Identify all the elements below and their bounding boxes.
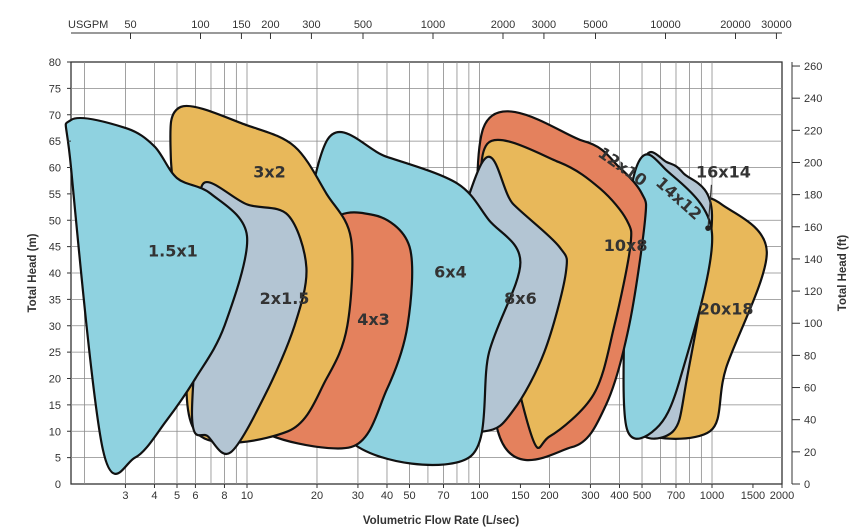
x-tick-label: 1500 [741,490,765,502]
x-tick-label: 3 [122,490,128,502]
y-tick-label: 60 [49,163,61,175]
x-tick-label: 70 [437,490,449,502]
y-tick-label: 15 [49,400,61,412]
curve-label: 2x1.5 [260,289,310,308]
y-right-tick-label: 200 [804,157,822,169]
x-axis-title: Volumetric Flow Rate (L/sec) [363,515,520,527]
x-tick-label: 100 [470,490,488,502]
x-tick-label: 700 [667,490,685,502]
y-tick-label: 10 [49,426,61,438]
x-tick-label: 400 [610,490,628,502]
top-tick-label: 3000 [532,19,556,31]
top-tick-label: 500 [354,19,372,31]
x-tick-label: 30 [352,490,364,502]
x-tick-label: 40 [381,490,393,502]
x-tick-label: 200 [540,490,558,502]
top-tick-label: 300 [302,19,320,31]
top-tick-label: 5000 [583,19,607,31]
y-right-tick-label: 240 [804,93,822,105]
y-tick-label: 55 [49,189,61,201]
x-tick-label: 300 [581,490,599,502]
top-tick-label: 200 [261,19,279,31]
x-tick-label: 10 [241,490,253,502]
top-tick-label: 10000 [650,19,681,31]
y-right-tick-label: 160 [804,222,822,234]
leader-dot [705,225,711,231]
x-tick-label: 8 [221,490,227,502]
envelope-1.5x1 [64,116,249,475]
y-tick-label: 45 [49,242,61,254]
curve-label: 3x2 [253,162,286,181]
y-tick-label: 80 [49,57,61,69]
top-tick-label: 20000 [720,19,751,31]
y-right-tick-label: 60 [804,383,816,395]
x-tick-label: 4 [151,490,157,502]
x-tick-label: 50 [403,490,415,502]
y-right-tick-label: 180 [804,190,822,202]
x-tick-label: 2000 [770,490,794,502]
y-tick-label: 50 [49,215,61,227]
y-tick-label: 35 [49,294,61,306]
y-right-tick-label: 260 [804,61,822,73]
y-right-tick-label: 80 [804,350,816,362]
y-right-tick-label: 20 [804,447,816,459]
curve-label: 20x18 [699,299,754,318]
curve-label: 1.5x1 [148,241,198,260]
x-tick-label: 5 [174,490,180,502]
curve-label: 10x8 [604,236,648,255]
top-tick-label: 100 [191,19,209,31]
curve-label: 6x4 [434,263,467,282]
top-tick-label: 2000 [491,19,515,31]
y-right-tick-label: 120 [804,286,822,298]
y-axis-title-right: Total Head (ft) [837,235,849,312]
leader-line [707,184,713,229]
x-tick-label: 6 [192,490,198,502]
pump-envelopes [64,104,768,475]
top-tick-label: 150 [232,19,250,31]
y-tick-label: 0 [55,479,61,491]
top-tick-label: 1000 [421,19,445,31]
y-tick-label: 75 [49,83,61,95]
x-tick-label: 500 [633,490,651,502]
x-tick-label: 20 [311,490,323,502]
curve-label: 16x14 [696,162,751,181]
axes: 3 4 5 6 8 10 20 30 40 50 70 100 150 200 300 400 500 700 10… [49,19,823,502]
x-tick-label: 1000 [700,490,724,502]
y-tick-label: 40 [49,268,61,280]
top-axis-unit-label: USGPM [68,19,108,31]
x-tick-label: 150 [511,490,529,502]
top-tick-label: 30000 [761,19,792,31]
top-tick-label: 50 [124,19,136,31]
y-right-tick-label: 0 [804,479,810,491]
y-axis-title-left: Total Head (m) [27,233,39,312]
y-right-tick-label: 140 [804,254,822,266]
y-tick-label: 25 [49,347,61,359]
y-right-tick-label: 40 [804,415,816,427]
y-right-tick-label: 220 [804,125,822,137]
y-tick-label: 30 [49,321,61,333]
y-tick-label: 70 [49,110,61,122]
curve-label: 4x3 [357,310,390,329]
y-right-tick-label: 100 [804,318,822,330]
y-tick-label: 5 [55,453,61,465]
curve-label: 8x6 [504,289,537,308]
y-tick-label: 65 [49,136,61,148]
y-tick-label: 20 [49,374,61,386]
